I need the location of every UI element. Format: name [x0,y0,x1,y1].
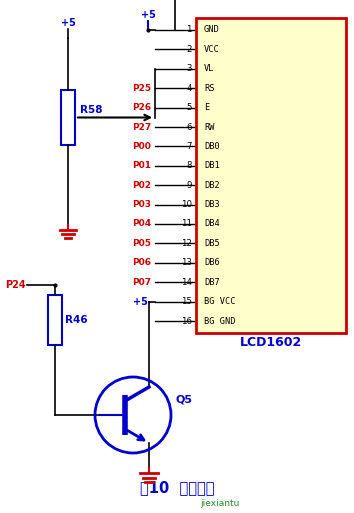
Text: P26: P26 [132,103,151,112]
Text: DB7: DB7 [204,278,220,287]
Text: P06: P06 [132,259,151,267]
Text: DB2: DB2 [204,181,220,190]
Bar [196,18,346,333]
Text: 图10  显示电路: 图10 显示电路 [140,481,214,496]
Bar [48,295,62,345]
Text: P25: P25 [132,84,151,93]
Text: 5: 5 [187,103,192,112]
Text: P04: P04 [132,220,151,228]
Text: E: E [204,103,209,112]
Text: VCC: VCC [204,45,220,54]
Text: 12: 12 [181,239,192,248]
Text: 11: 11 [181,220,192,228]
Text: R58: R58 [80,105,103,115]
Text: R46: R46 [65,315,88,325]
Text: 7: 7 [187,142,192,151]
Text: P24: P24 [5,280,25,290]
Text: +5: +5 [141,10,155,20]
Text: P01: P01 [132,161,151,170]
Text: RS: RS [204,84,215,93]
Text: VL: VL [204,64,215,73]
Text: 4: 4 [187,84,192,93]
Text: DB5: DB5 [204,239,220,248]
Text: P07: P07 [132,278,151,287]
Text: P00: P00 [132,142,151,151]
Text: P03: P03 [132,200,151,209]
Text: DB1: DB1 [204,161,220,170]
Text: DB0: DB0 [204,142,220,151]
Text: DB4: DB4 [204,220,220,228]
Text: 10: 10 [181,200,192,209]
Text: 15: 15 [181,297,192,306]
Text: 14: 14 [181,278,192,287]
Text: 8: 8 [187,161,192,170]
Text: 2: 2 [187,45,192,54]
Text: +5: +5 [133,297,148,307]
Text: DB6: DB6 [204,259,220,267]
Text: Q5: Q5 [176,395,193,405]
Text: RW: RW [204,123,215,131]
Text: 13: 13 [181,259,192,267]
Text: 9: 9 [187,181,192,190]
Text: 3: 3 [187,64,192,73]
Text: 6: 6 [187,123,192,131]
Text: P27: P27 [132,123,151,131]
Text: DB3: DB3 [204,200,220,209]
Text: P02: P02 [132,181,151,190]
Text: BG GND: BG GND [204,317,235,326]
Text: GND: GND [204,26,220,34]
Text: BG VCC: BG VCC [204,297,235,306]
Text: 1: 1 [187,26,192,34]
Text: 16: 16 [181,317,192,326]
Bar [61,90,75,145]
Text: +5: +5 [61,18,75,28]
Text: jiexiantu: jiexiantu [200,499,240,507]
Text: P05: P05 [132,239,151,248]
Text: LCD1602: LCD1602 [240,336,302,349]
